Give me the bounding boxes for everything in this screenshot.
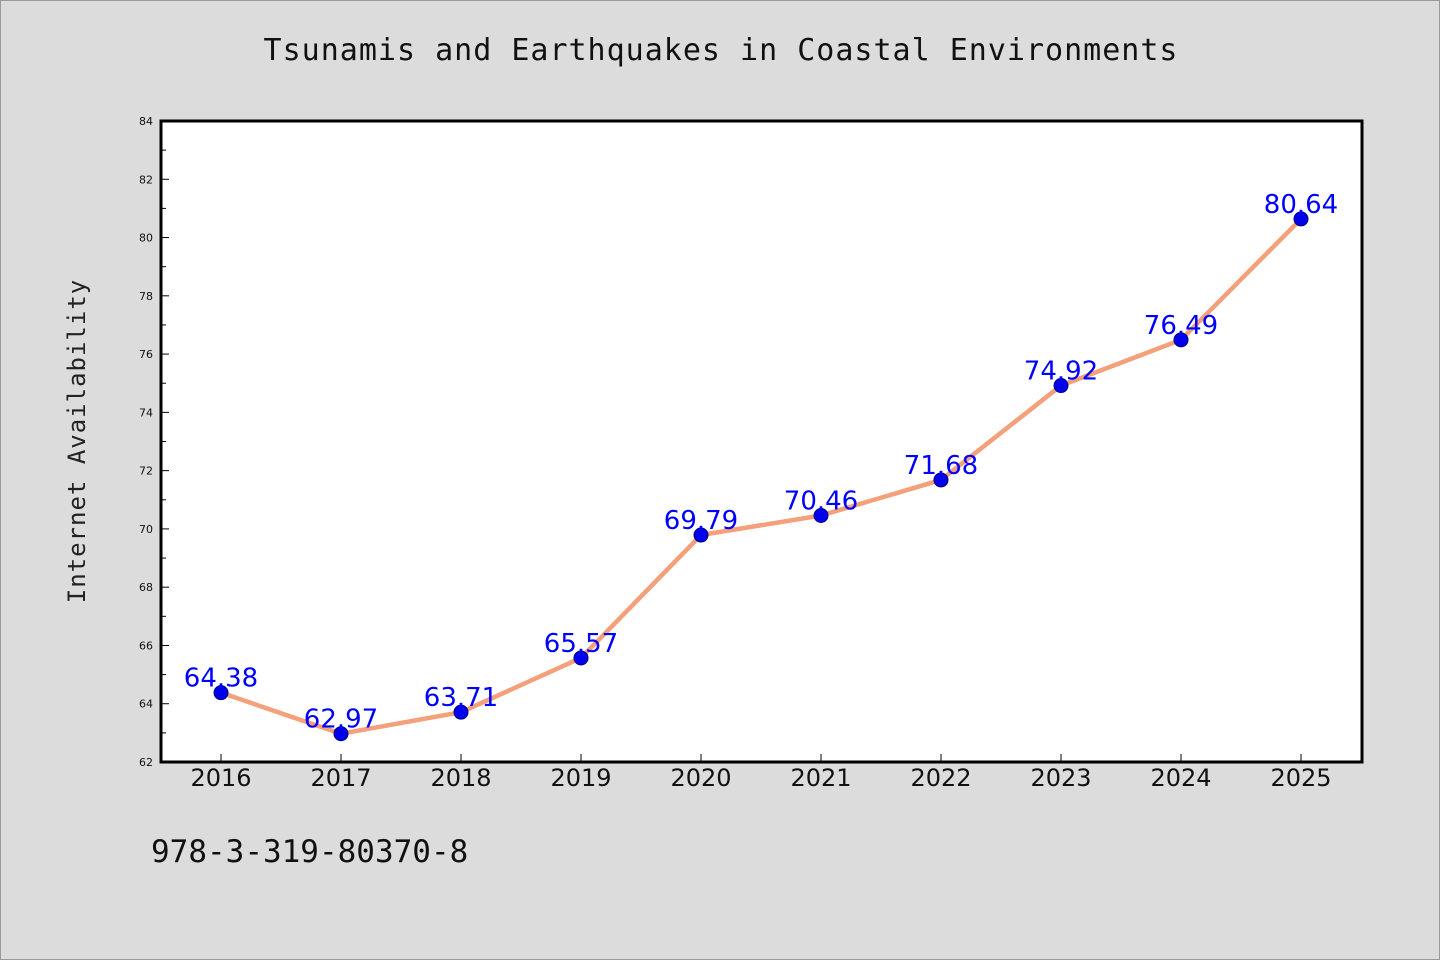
x-tick-label: 2016 xyxy=(190,764,251,792)
x-tick-label: 2018 xyxy=(430,764,491,792)
y-tick-label: 78 xyxy=(139,290,153,303)
series-line xyxy=(218,216,1304,736)
data-label: 62.97 xyxy=(304,705,378,735)
x-tick-label: 2023 xyxy=(1030,764,1091,792)
data-point xyxy=(1053,378,1069,394)
y-tick-label: 64 xyxy=(139,698,153,711)
y-tick-label: 84 xyxy=(139,115,153,128)
data-label: 65.57 xyxy=(544,629,618,659)
y-tick-label: 82 xyxy=(139,173,153,186)
data-label: 74.92 xyxy=(1024,357,1098,387)
y-tick-label: 66 xyxy=(139,639,153,652)
data-point xyxy=(933,472,949,488)
data-point xyxy=(573,650,589,666)
data-label: 64.38 xyxy=(184,664,258,694)
y-tick-label: 68 xyxy=(139,581,153,594)
x-tick-label: 2021 xyxy=(790,764,851,792)
chart-title: Tsunamis and Earthquakes in Coastal Envi… xyxy=(263,33,1179,68)
y-tick-label: 76 xyxy=(139,348,153,361)
x-tick-label: 2024 xyxy=(1150,764,1211,792)
x-tick-label: 2022 xyxy=(910,764,971,792)
x-tick-label: 2020 xyxy=(670,764,731,792)
data-point xyxy=(333,726,349,742)
data-label: 63.71 xyxy=(424,683,498,713)
data-point xyxy=(453,704,469,720)
isbn-annotation: 978-3-319-80370-8 xyxy=(151,834,469,870)
data-label: 70.46 xyxy=(784,487,858,517)
data-point xyxy=(1173,332,1189,348)
data-point xyxy=(693,527,709,543)
data-label: 69.79 xyxy=(664,506,738,536)
y-tick-label: 80 xyxy=(139,232,153,245)
x-tick-label: 2019 xyxy=(550,764,611,792)
y-tick-label: 62 xyxy=(139,756,153,769)
data-point xyxy=(1293,211,1309,227)
x-tick-label: 2017 xyxy=(310,764,371,792)
data-label: 80.64 xyxy=(1264,190,1338,220)
data-label: 76.49 xyxy=(1144,311,1218,341)
data-label: 71.68 xyxy=(904,451,978,481)
y-tick-label: 70 xyxy=(139,523,153,536)
data-point xyxy=(813,508,829,524)
plot-area xyxy=(159,119,1364,764)
x-tick-label: 2025 xyxy=(1270,764,1331,792)
y-tick-label: 72 xyxy=(139,465,153,478)
data-point xyxy=(213,685,229,701)
y-tick-label: 74 xyxy=(139,406,153,419)
